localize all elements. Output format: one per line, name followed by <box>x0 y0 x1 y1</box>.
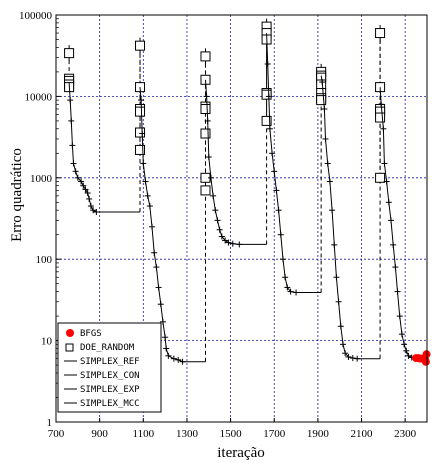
x-tick-label: 1700 <box>263 428 286 440</box>
legend-label-simplex-con: SIMPLEX_CON <box>80 371 140 381</box>
simplex-line <box>68 82 140 213</box>
x-axis-title: iteração <box>217 445 264 461</box>
doe-random-point <box>375 28 386 39</box>
doe-random-point <box>135 106 146 117</box>
doe-random-point <box>200 128 211 139</box>
doe-random-point <box>375 112 386 123</box>
plot-frame <box>55 14 428 423</box>
doe-random-point <box>135 144 146 155</box>
legend-label-doe-random: DOE_RANDOM <box>80 343 135 353</box>
y-tick-label: 10000 <box>25 91 53 103</box>
doe-random-point <box>200 104 211 115</box>
y-axis-title: Erro quadrático <box>9 148 25 242</box>
doe-random-point <box>200 185 211 196</box>
x-tick-label: 1500 <box>220 428 243 440</box>
x-tick-label: 900 <box>91 428 108 440</box>
legend-marker-doe-random <box>65 343 74 352</box>
doe-random-point <box>135 127 146 138</box>
doe-random-point <box>64 48 75 59</box>
y-tick-label: 10 <box>41 336 53 348</box>
legend-box <box>57 322 162 413</box>
series-layer <box>64 18 416 365</box>
y-tick-label: 100000 <box>19 10 53 22</box>
x-tick-label: 1900 <box>307 428 330 440</box>
y-tick-label: 100 <box>36 254 53 266</box>
x-tick-labels: 700 900 1100 1300 1500 1700 1900 2100 2300 <box>48 428 417 440</box>
doe-random-point <box>261 115 272 126</box>
doe-random-point <box>316 95 327 106</box>
y-tick-label: 1 <box>47 417 53 429</box>
doe-random-point <box>135 40 146 51</box>
x-tick-label: 700 <box>48 428 65 440</box>
legend-marker-bfgs <box>66 329 74 337</box>
x-tick-label: 1300 <box>176 428 199 440</box>
legend: BFGS DOE_RANDOM SIMPLEX_REF SIMPLEX_CON … <box>57 322 162 413</box>
x-tick-label: 2100 <box>351 428 374 440</box>
legend-label-simplex-ref: SIMPLEX_REF <box>80 357 140 367</box>
doe-random-point <box>261 89 272 100</box>
doe-random-point <box>375 172 386 183</box>
legend-label-bfgs: BFGS <box>80 329 102 339</box>
x-tick-label: 2300 <box>394 428 417 440</box>
bfgs-point <box>421 357 430 366</box>
legend-label-simplex-mcc: SIMPLEX_MCC <box>80 399 140 409</box>
x-tick-label: 1100 <box>132 428 154 440</box>
y-tick-labels: 1 10 100 1000 10000 100000 <box>19 10 53 429</box>
y-tick-label: 1000 <box>30 173 53 185</box>
legend-label-simplex-exp: SIMPLEX_EXP <box>80 385 140 395</box>
doe-random-point <box>200 51 211 62</box>
doe-random-point <box>316 79 327 90</box>
